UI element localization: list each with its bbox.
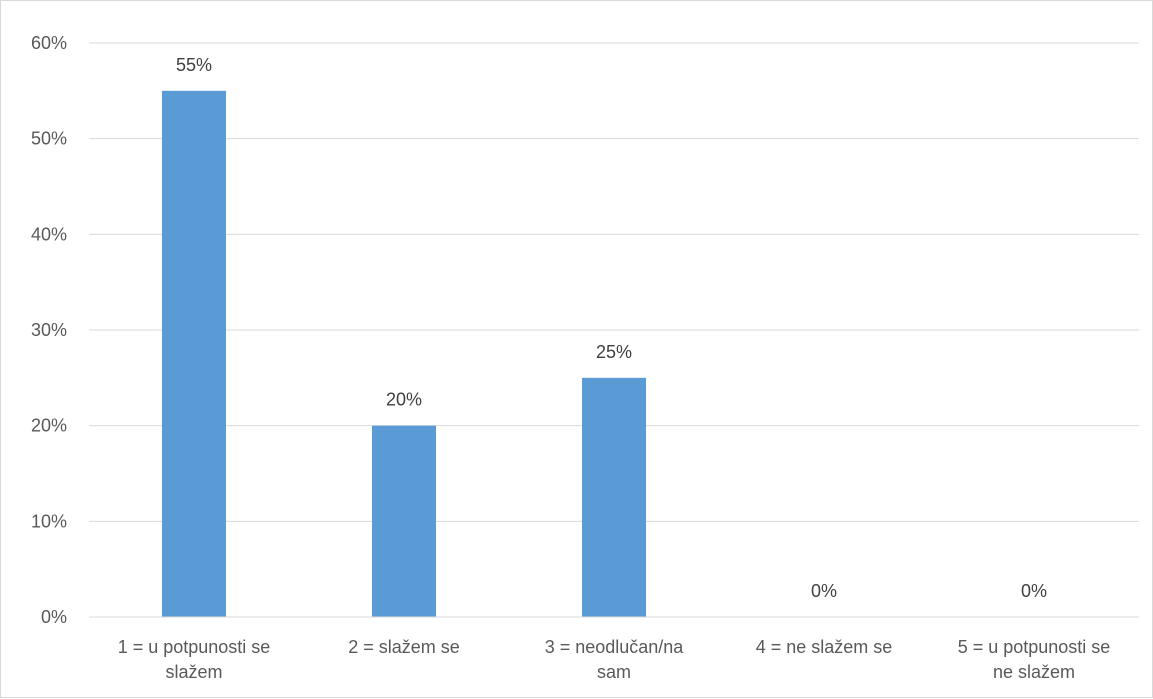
x-axis-category-labels: 1 = u potpunosti se slažem 2 = slažem se 3 … bbox=[118, 637, 1111, 682]
data-label: 0% bbox=[811, 581, 837, 601]
category-label: 2 = slažem se bbox=[348, 637, 460, 657]
data-label: 25% bbox=[596, 342, 632, 362]
category-label-line: 4 = ne slažem se bbox=[756, 637, 893, 657]
data-labels: 55% 20% 25% 0% 0% bbox=[176, 55, 1047, 601]
y-tick-label: 10% bbox=[31, 511, 67, 531]
y-tick-label: 0% bbox=[41, 607, 67, 627]
category-label-line: slažem bbox=[165, 662, 222, 682]
bar bbox=[162, 90, 226, 618]
gridlines bbox=[89, 42, 1139, 522]
category-label: 1 = u potpunosti se slažem bbox=[118, 637, 271, 682]
y-tick-label: 40% bbox=[31, 224, 67, 244]
y-tick-label: 60% bbox=[31, 33, 67, 53]
category-label-line: sam bbox=[597, 662, 631, 682]
category-label: 4 = ne slažem se bbox=[756, 637, 893, 657]
category-label-line: 1 = u potpunosti se bbox=[118, 637, 271, 657]
data-label: 0% bbox=[1021, 581, 1047, 601]
category-label-line: 5 = u potpunosti se bbox=[958, 637, 1111, 657]
category-label-line: 3 = neodlučan/na bbox=[545, 637, 685, 657]
data-label: 55% bbox=[176, 55, 212, 75]
y-tick-label: 20% bbox=[31, 416, 67, 436]
bar bbox=[582, 377, 646, 617]
category-label: 3 = neodlučan/na sam bbox=[545, 637, 685, 682]
category-label: 5 = u potpunosti se ne slažem bbox=[958, 637, 1111, 682]
y-tick-label: 50% bbox=[31, 129, 67, 149]
y-axis-tick-labels: 0% 10% 20% 30% 40% 50% 60% bbox=[31, 33, 67, 627]
category-label-line: 2 = slažem se bbox=[348, 637, 460, 657]
bar bbox=[372, 425, 436, 617]
category-label-line: ne slažem bbox=[993, 662, 1075, 682]
bars bbox=[162, 90, 646, 618]
data-label: 20% bbox=[386, 390, 422, 410]
y-tick-label: 30% bbox=[31, 320, 67, 340]
